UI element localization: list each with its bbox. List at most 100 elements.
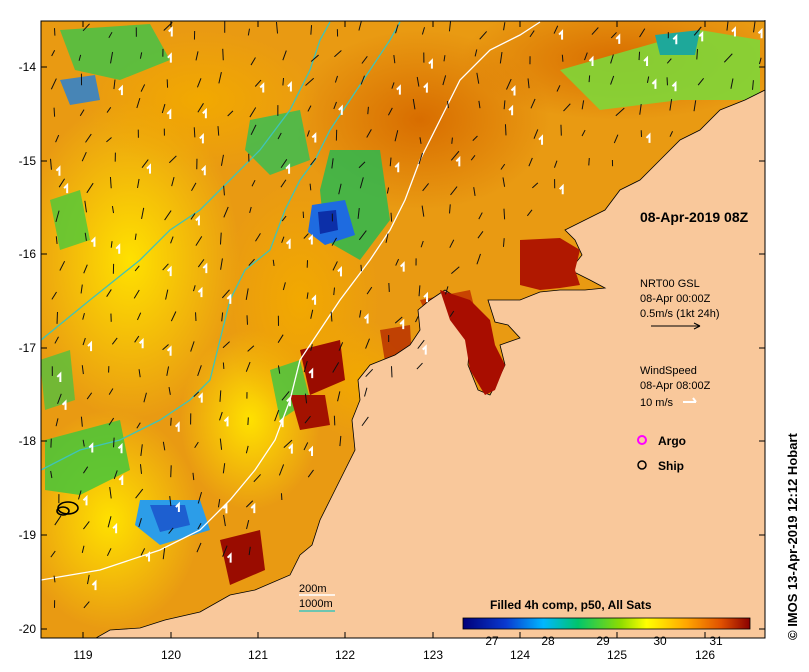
- current-vector: [137, 178, 140, 189]
- current-vector: [113, 437, 115, 448]
- current-vector: [192, 472, 195, 481]
- current-vector: [445, 286, 449, 295]
- current-vector: [253, 474, 261, 483]
- current-vector: [394, 316, 403, 324]
- current-vector: [54, 336, 59, 344]
- current-vector: [390, 212, 393, 222]
- current-vector: [191, 182, 197, 192]
- wind-barb: [226, 552, 232, 563]
- current-vector: [251, 179, 256, 187]
- wind-barb: [166, 108, 172, 119]
- wind-barb: [455, 155, 461, 167]
- wind-barb: [223, 415, 229, 427]
- current-vector: [553, 160, 558, 168]
- current-vector: [197, 259, 205, 268]
- current-vector: [247, 345, 255, 352]
- current-vector: [357, 207, 360, 219]
- current-vector: [50, 550, 56, 558]
- wind-barb: [558, 29, 564, 40]
- wind-barb: [308, 445, 314, 457]
- current-vector: [106, 548, 112, 557]
- current-vector: [135, 488, 144, 499]
- wind-barb: [118, 474, 124, 485]
- current-vector: [610, 75, 615, 85]
- current-vector: [610, 32, 617, 39]
- current-vector: [365, 368, 374, 378]
- current-vector: [310, 344, 313, 351]
- current-vector: [533, 129, 539, 139]
- current-vector: [693, 26, 702, 36]
- colorbar-tick-label: 28: [541, 634, 555, 648]
- wind-barb: [394, 161, 400, 173]
- current-vector: [78, 490, 82, 500]
- y-tick-label: -20: [19, 622, 37, 636]
- current-vector: [162, 441, 166, 451]
- current-vector: [420, 240, 424, 248]
- current-vector: [449, 239, 455, 248]
- current-vector: [113, 79, 116, 90]
- current-vector: [195, 236, 203, 246]
- wind-barb: [56, 371, 62, 382]
- current-vector: [192, 285, 196, 292]
- wind-barb: [286, 395, 291, 407]
- wind-barb: [112, 522, 118, 534]
- current-vector: [277, 334, 284, 343]
- current-vector: [108, 31, 113, 39]
- x-tick-label: 120: [161, 648, 181, 662]
- wind-barb: [82, 494, 88, 506]
- current-vector: [275, 21, 279, 34]
- current-vector: [249, 206, 252, 213]
- current-vector: [82, 23, 90, 32]
- y-tick-label: -16: [19, 247, 37, 261]
- wind-barb: [651, 78, 657, 89]
- current-vector: [416, 362, 423, 370]
- wind-barb: [731, 26, 736, 37]
- wind-barb: [423, 82, 428, 93]
- current-vector: [503, 208, 506, 220]
- ship-marker-icon: [637, 460, 647, 470]
- current-vector: [309, 183, 312, 191]
- current-vector: [451, 266, 460, 274]
- current-vector: [85, 133, 92, 143]
- wind-barb: [195, 215, 200, 226]
- current-vector: [528, 157, 533, 167]
- current-vector: [281, 391, 290, 401]
- current-vector: [245, 361, 251, 372]
- current-vector: [110, 241, 113, 248]
- current-vector: [53, 107, 56, 117]
- current-vector: [366, 129, 372, 138]
- wind-time-label: 08-Apr 08:00Z: [640, 380, 711, 392]
- current-vector: [55, 236, 58, 244]
- current-vector: [367, 106, 369, 115]
- wind-barb: [167, 52, 172, 63]
- current-vector: [385, 233, 389, 243]
- current-vector: [140, 84, 146, 92]
- current-vector: [255, 233, 261, 242]
- current-vector: [726, 21, 729, 31]
- x-tick-label: 126: [695, 648, 715, 662]
- current-vector: [282, 77, 285, 86]
- isobath-1000m-line: [41, 21, 401, 471]
- current-vector: [365, 338, 370, 349]
- current-vector: [361, 56, 368, 64]
- current-vector: [246, 520, 250, 530]
- current-vector: [395, 258, 400, 266]
- current-vector: [280, 159, 288, 169]
- wind-barb: [61, 399, 67, 410]
- current-vector: [696, 49, 698, 60]
- current-vector: [395, 24, 399, 34]
- current-vector: [332, 261, 338, 271]
- current-vector: [162, 344, 169, 351]
- current-vector: [752, 80, 754, 90]
- current-vector: [500, 163, 506, 170]
- current-vector: [310, 25, 313, 35]
- current-vector: [532, 182, 539, 189]
- current-vector: [277, 132, 282, 140]
- current-vector: [358, 161, 366, 169]
- current-vector: [588, 75, 591, 83]
- wind-barb: [757, 27, 763, 39]
- current-vector: [143, 392, 147, 403]
- current-scale-label: 0.5m/s (1kt 24h): [640, 308, 719, 320]
- wind-barb: [138, 337, 144, 349]
